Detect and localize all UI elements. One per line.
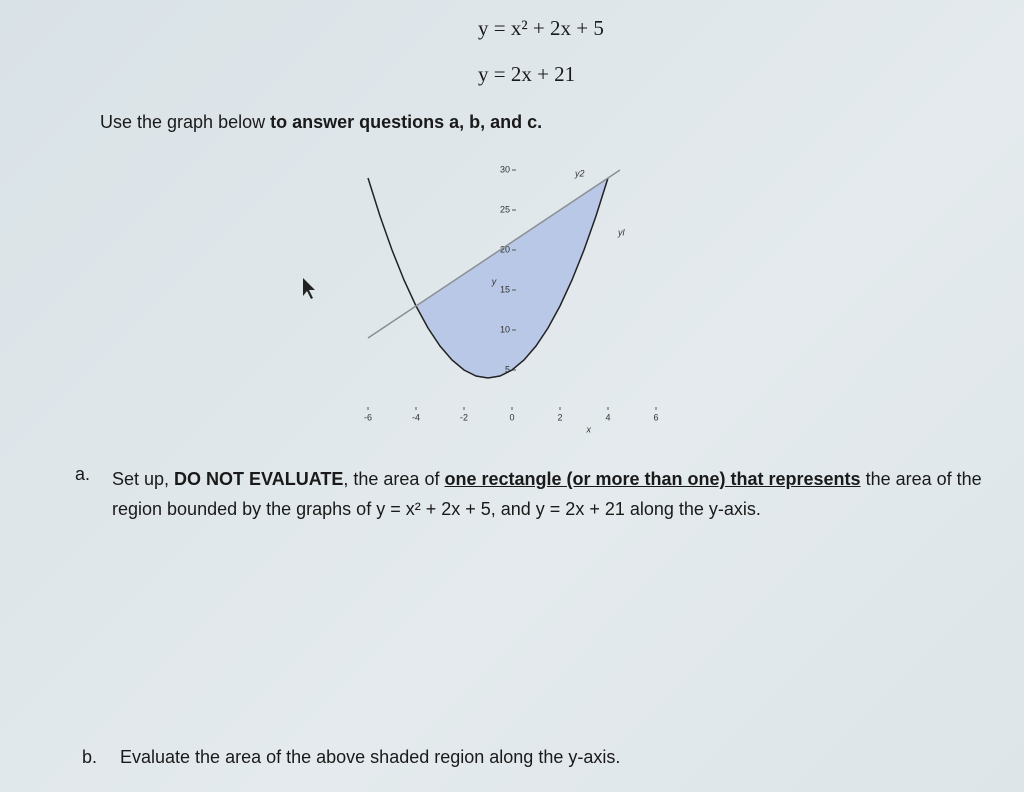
x-tick-label: 2	[557, 412, 562, 422]
x-tick-label: -4	[412, 412, 420, 422]
x-tick-label: -6	[364, 412, 372, 422]
series-label: y2	[574, 168, 585, 178]
instruction: Use the graph below to answer questions …	[100, 112, 542, 133]
series-label: yl	[617, 227, 626, 237]
question-label: a.	[75, 464, 91, 484]
text: , the area of	[343, 469, 445, 489]
cursor-icon	[303, 278, 315, 299]
bold-text: DO NOT EVALUATE	[174, 469, 344, 489]
instruction-text: Use the graph below	[100, 112, 271, 132]
y-tick-label: 30	[500, 164, 510, 174]
text: the area of the region bounded by the gr…	[112, 469, 982, 519]
x-tick-label: 6	[653, 412, 658, 422]
equation: y = x² + 2x + 5	[478, 16, 604, 40]
x-axis-label: x	[586, 424, 592, 434]
underlined-text: one rectangle (or more than one) that re…	[444, 469, 861, 489]
y-tick-label: 20	[500, 244, 510, 254]
question-label: b.	[82, 747, 98, 767]
x-tick-label: 0	[509, 412, 514, 422]
equation: y = 2x + 21	[478, 62, 576, 86]
x-tick-label: -2	[460, 412, 468, 422]
curve	[367, 177, 609, 379]
shaded-region	[416, 178, 608, 378]
y-tick-label: 10	[500, 324, 510, 334]
y-tick-label: 15	[500, 284, 510, 294]
y-tick-label: 25	[500, 204, 510, 214]
question-text: Evaluate the area of the above shaded re…	[120, 747, 621, 767]
text: Set up,	[112, 469, 175, 489]
x-tick-label: 4	[605, 412, 610, 422]
curve	[367, 169, 621, 339]
y-tick-label: 5	[505, 364, 510, 374]
instruction-bold: to answer questions a, b, and c.	[270, 112, 543, 132]
question-text: Set up, DO NOT EVALUATE, the area of one…	[112, 464, 987, 524]
y-axis-label: y	[491, 276, 497, 286]
